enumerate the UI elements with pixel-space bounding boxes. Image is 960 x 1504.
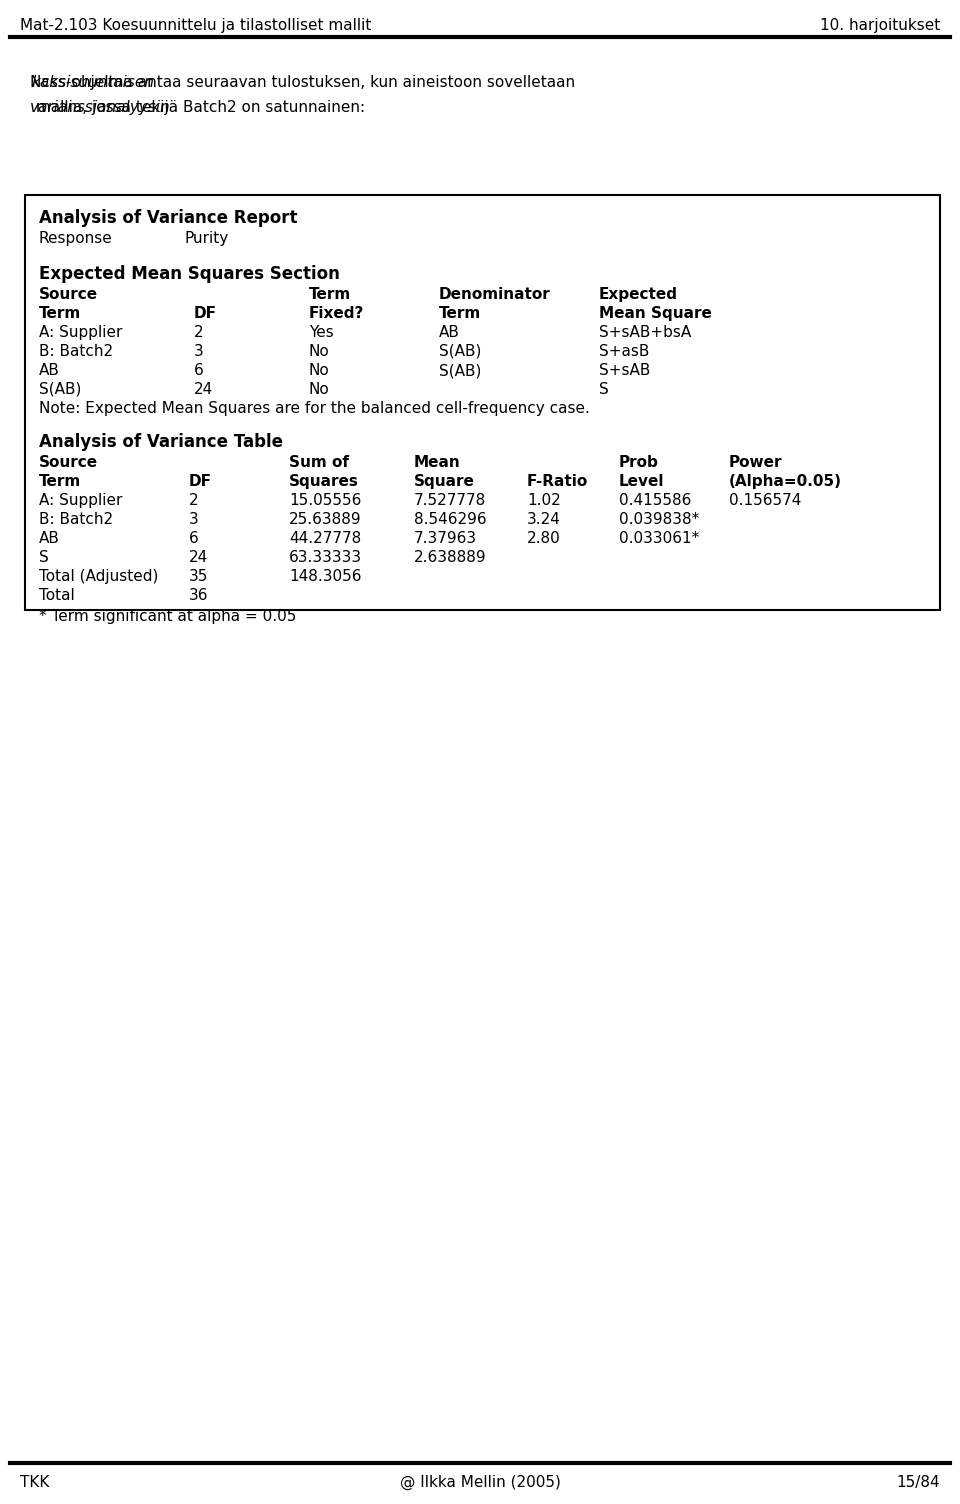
Text: Term: Term bbox=[439, 305, 481, 320]
Text: (Alpha=0.05): (Alpha=0.05) bbox=[729, 474, 842, 489]
Text: 8.546296: 8.546296 bbox=[414, 511, 487, 526]
Text: 24: 24 bbox=[189, 550, 208, 566]
Text: Analysis of Variance Report: Analysis of Variance Report bbox=[39, 209, 298, 227]
Text: 2.638889: 2.638889 bbox=[414, 550, 487, 566]
Text: S+asB: S+asB bbox=[599, 344, 649, 359]
Text: Term: Term bbox=[309, 287, 351, 302]
Text: Total: Total bbox=[39, 588, 75, 603]
Text: Analysis of Variance Table: Analysis of Variance Table bbox=[39, 433, 283, 451]
Text: F-Ratio: F-Ratio bbox=[527, 474, 588, 489]
Text: Denominator: Denominator bbox=[439, 287, 551, 302]
Text: Prob: Prob bbox=[619, 456, 659, 469]
Text: S: S bbox=[599, 382, 609, 397]
Text: No: No bbox=[309, 344, 329, 359]
Text: 35: 35 bbox=[189, 569, 208, 584]
Text: Source: Source bbox=[39, 456, 98, 469]
Text: Ncss-ohjelma antaa seuraavan tulostuksen, kun aineistoon sovelletaan: Ncss-ohjelma antaa seuraavan tulostuksen… bbox=[30, 75, 580, 90]
Text: Level: Level bbox=[619, 474, 664, 489]
Text: 1.02: 1.02 bbox=[527, 493, 561, 508]
Text: Fixed?: Fixed? bbox=[309, 305, 365, 320]
Text: Response: Response bbox=[39, 232, 112, 247]
Text: 2.80: 2.80 bbox=[527, 531, 561, 546]
Text: A: Supplier: A: Supplier bbox=[39, 325, 122, 340]
Text: Sum of: Sum of bbox=[289, 456, 349, 469]
Text: S(AB): S(AB) bbox=[439, 344, 481, 359]
Text: No: No bbox=[309, 382, 329, 397]
Text: 148.3056: 148.3056 bbox=[289, 569, 362, 584]
Text: B: Batch2: B: Batch2 bbox=[39, 511, 113, 526]
Text: Expected: Expected bbox=[599, 287, 678, 302]
Text: kaksisuuntaisen: kaksisuuntaisen bbox=[31, 75, 154, 90]
Text: 7.527778: 7.527778 bbox=[414, 493, 487, 508]
Text: 6: 6 bbox=[194, 362, 204, 378]
Text: varianssianalyysin: varianssianalyysin bbox=[30, 99, 171, 114]
Text: 3: 3 bbox=[194, 344, 204, 359]
Text: 25.63889: 25.63889 bbox=[289, 511, 362, 526]
Text: Mat-2.103 Koesuunnittelu ja tilastolliset mallit: Mat-2.103 Koesuunnittelu ja tilastollise… bbox=[20, 18, 372, 33]
Text: No: No bbox=[309, 362, 329, 378]
Text: AB: AB bbox=[439, 325, 460, 340]
Text: Yes: Yes bbox=[309, 325, 334, 340]
Text: DF: DF bbox=[189, 474, 212, 489]
Text: 15.05556: 15.05556 bbox=[289, 493, 361, 508]
Text: 15/84: 15/84 bbox=[897, 1475, 940, 1490]
Text: S+sAB: S+sAB bbox=[599, 362, 650, 378]
Text: Power: Power bbox=[729, 456, 782, 469]
Text: 0.156574: 0.156574 bbox=[729, 493, 802, 508]
Text: Purity: Purity bbox=[184, 232, 228, 247]
Text: Mean Square: Mean Square bbox=[599, 305, 712, 320]
Text: S(AB): S(AB) bbox=[39, 382, 82, 397]
FancyBboxPatch shape bbox=[25, 196, 940, 611]
Text: TKK: TKK bbox=[20, 1475, 49, 1490]
Text: mallia, jossa tekijä Batch2 on satunnainen:: mallia, jossa tekijä Batch2 on satunnain… bbox=[31, 99, 365, 114]
Text: 3: 3 bbox=[189, 511, 199, 526]
Text: 0.415586: 0.415586 bbox=[619, 493, 691, 508]
Text: Expected Mean Squares Section: Expected Mean Squares Section bbox=[39, 265, 340, 283]
Text: 2: 2 bbox=[189, 493, 199, 508]
Text: B: Batch2: B: Batch2 bbox=[39, 344, 113, 359]
Text: AB: AB bbox=[39, 362, 60, 378]
Text: Squares: Squares bbox=[289, 474, 359, 489]
Text: Square: Square bbox=[414, 474, 475, 489]
Text: AB: AB bbox=[39, 531, 60, 546]
Text: 2: 2 bbox=[194, 325, 204, 340]
Text: 44.27778: 44.27778 bbox=[289, 531, 361, 546]
Text: 0.039838*: 0.039838* bbox=[619, 511, 699, 526]
Text: Term: Term bbox=[39, 474, 82, 489]
Text: 6: 6 bbox=[189, 531, 199, 546]
Text: @ Ilkka Mellin (2005): @ Ilkka Mellin (2005) bbox=[399, 1475, 561, 1490]
Text: S: S bbox=[39, 550, 49, 566]
Text: 7.37963: 7.37963 bbox=[414, 531, 477, 546]
Text: DF: DF bbox=[194, 305, 217, 320]
Text: * Term significant at alpha = 0.05: * Term significant at alpha = 0.05 bbox=[39, 609, 297, 624]
Text: Term: Term bbox=[39, 305, 82, 320]
Text: 36: 36 bbox=[189, 588, 208, 603]
Text: A: Supplier: A: Supplier bbox=[39, 493, 122, 508]
Text: S(AB): S(AB) bbox=[439, 362, 481, 378]
Text: Source: Source bbox=[39, 287, 98, 302]
Text: 24: 24 bbox=[194, 382, 213, 397]
Text: Total (Adjusted): Total (Adjusted) bbox=[39, 569, 158, 584]
Text: 10. harjoitukset: 10. harjoitukset bbox=[820, 18, 940, 33]
Text: Mean: Mean bbox=[414, 456, 461, 469]
Text: 3.24: 3.24 bbox=[527, 511, 561, 526]
Text: 63.33333: 63.33333 bbox=[289, 550, 362, 566]
Text: Note: Expected Mean Squares are for the balanced cell-frequency case.: Note: Expected Mean Squares are for the … bbox=[39, 402, 589, 417]
Text: S+sAB+bsA: S+sAB+bsA bbox=[599, 325, 691, 340]
Text: 0.033061*: 0.033061* bbox=[619, 531, 699, 546]
